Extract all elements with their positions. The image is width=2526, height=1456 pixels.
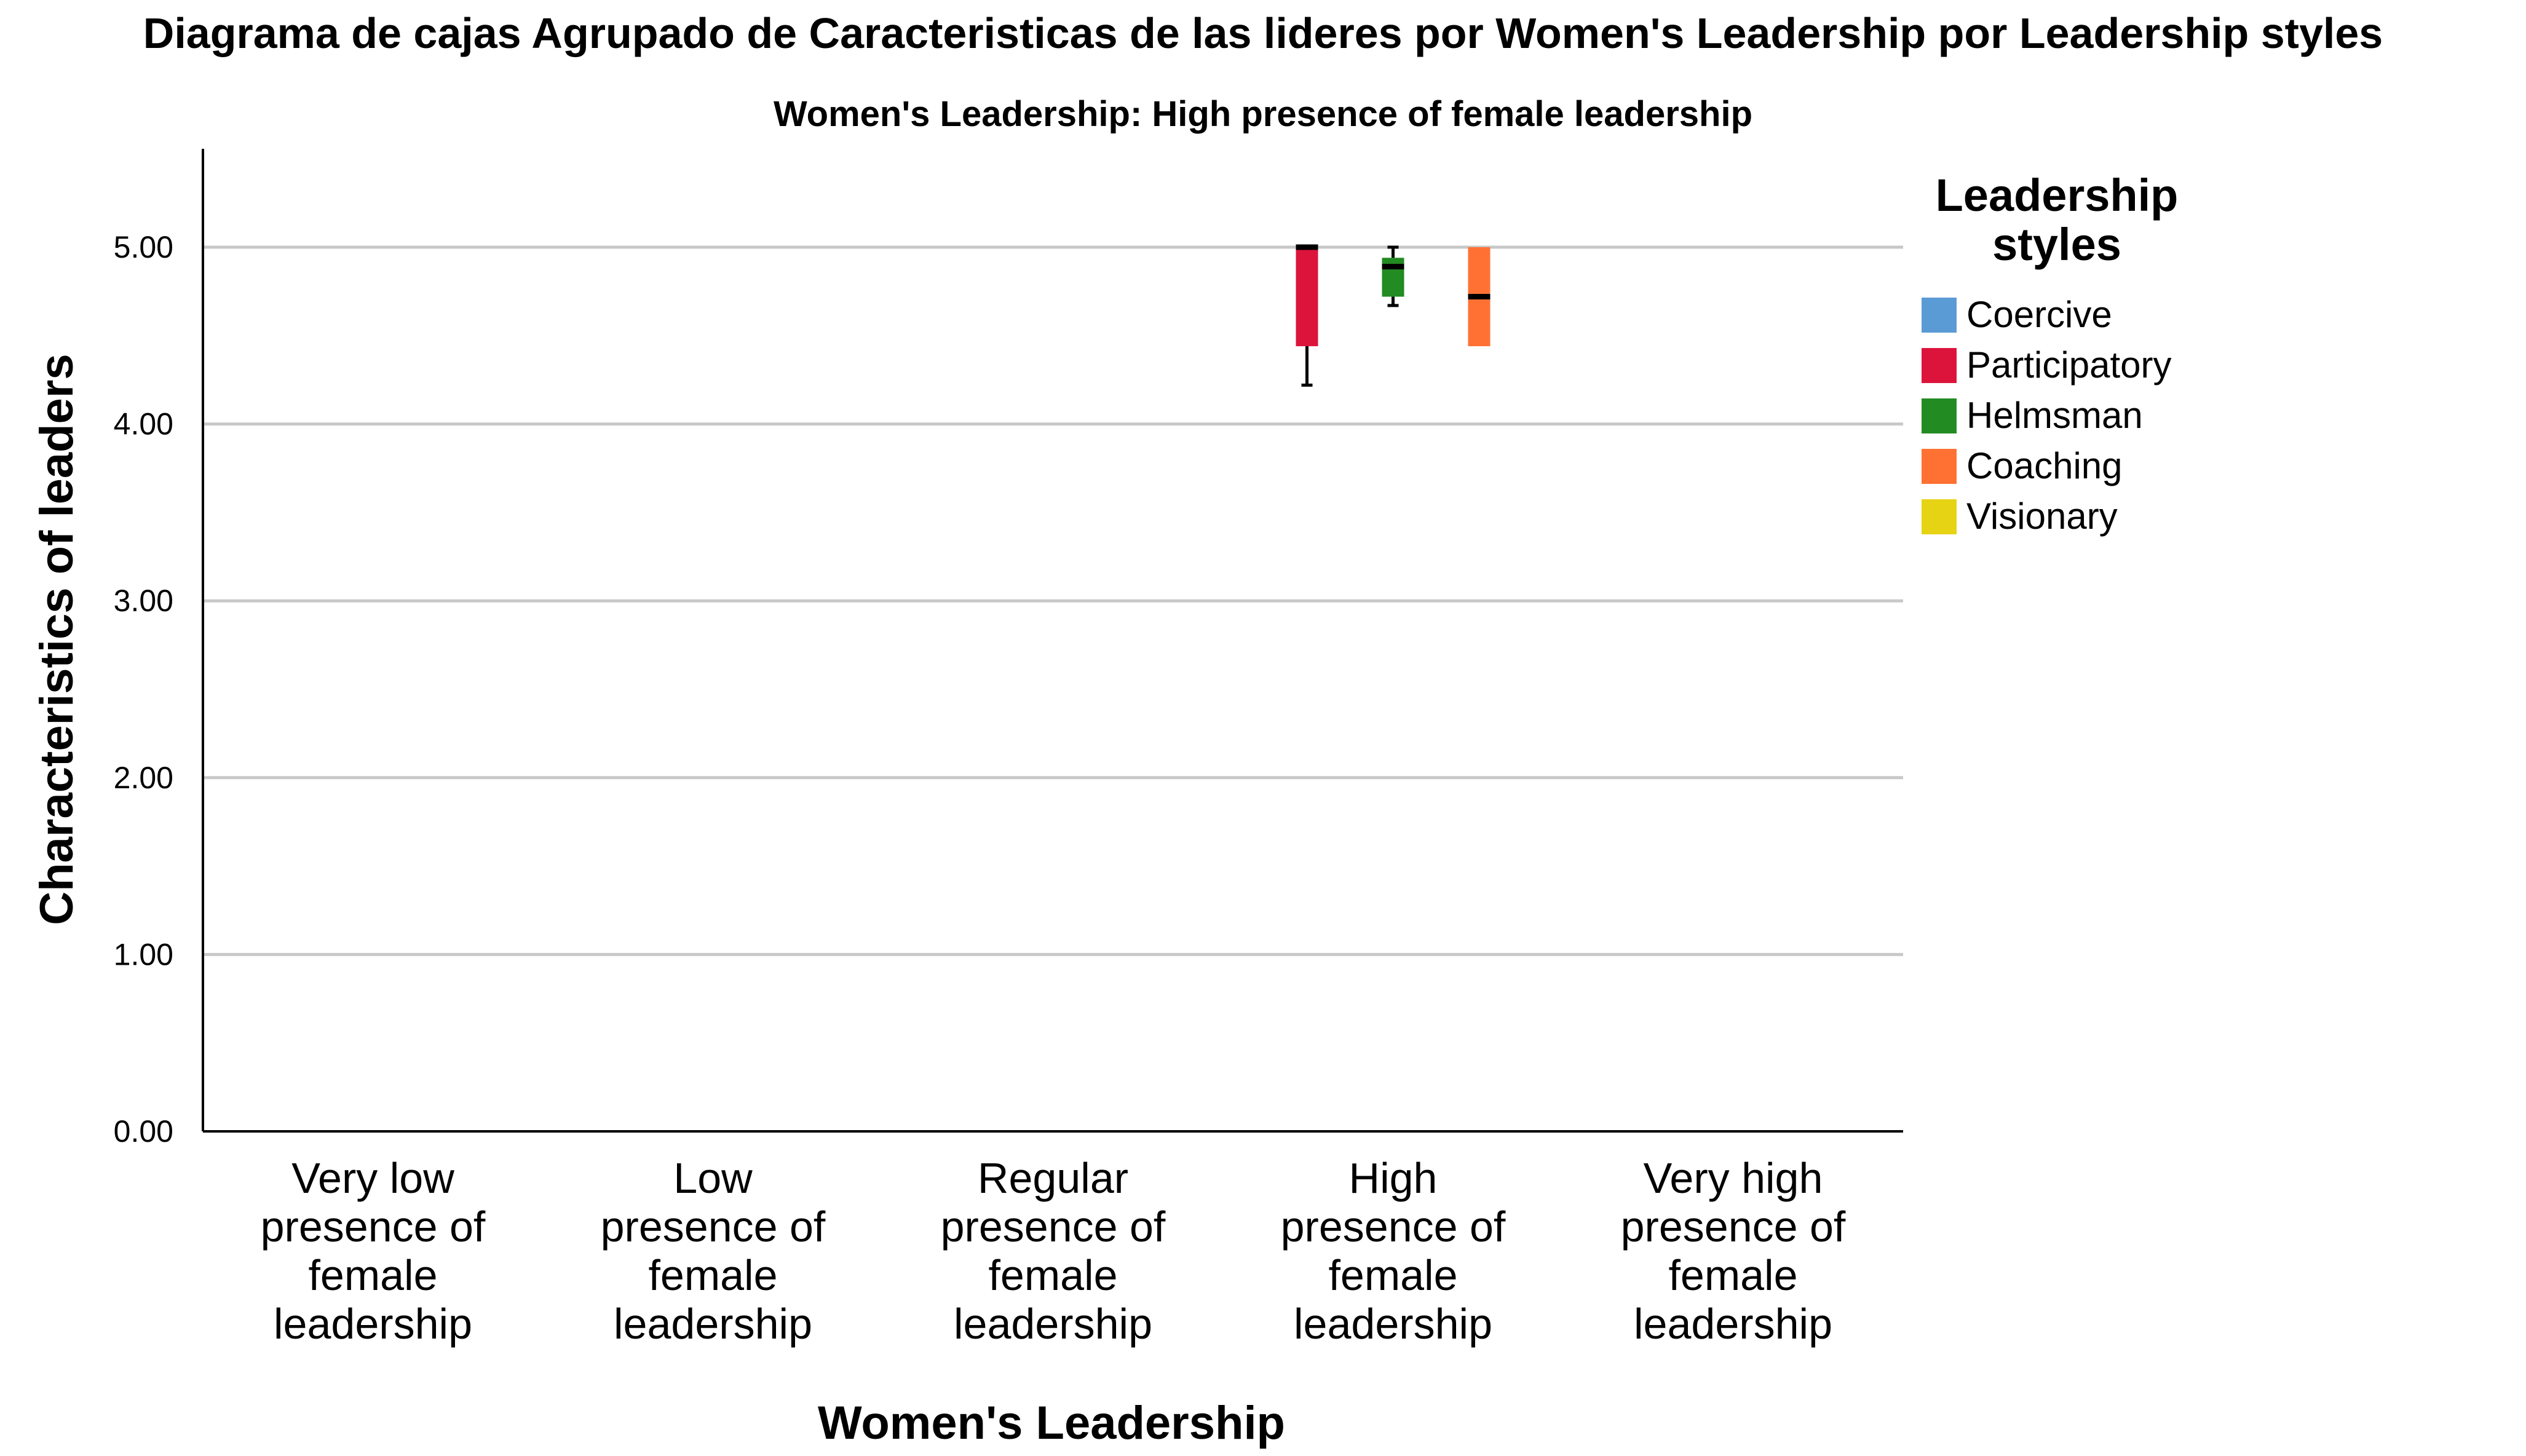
x-category-label: High presence of female leadership — [1281, 1154, 1506, 1348]
x-category-label: Very low presence of female leadership — [261, 1154, 486, 1348]
y-tick-label: 4.00 — [114, 407, 173, 441]
x-category-label-line: presence of — [1281, 1203, 1506, 1251]
legend-title-line: Leadership — [1936, 170, 2179, 221]
box-helmsman — [1382, 245, 1404, 307]
y-tick-labels: 0.00 1.00 2.00 3.00 4.00 5.00 — [114, 230, 173, 1149]
x-category-label-line: female — [648, 1251, 777, 1299]
x-category-label-line: female — [1668, 1251, 1797, 1299]
legend-label: Coercive — [1966, 294, 2112, 335]
legend-label: Helmsman — [1966, 395, 2143, 436]
x-category-label-line: High — [1349, 1154, 1438, 1202]
legend-item-helmsman: Helmsman — [1922, 395, 2143, 436]
box-participatory — [1296, 244, 1318, 387]
x-category-label-line: presence of — [261, 1203, 486, 1251]
x-axis-title: Women's Leadership — [818, 1397, 1285, 1449]
legend-label: Participatory — [1966, 344, 2171, 386]
legend-label: Coaching — [1966, 445, 2123, 486]
x-category-label-line: female — [988, 1251, 1117, 1299]
x-category-label-line: female — [1328, 1251, 1457, 1299]
x-category-label-line: leadership — [1294, 1300, 1492, 1348]
legend-label: Visionary — [1966, 496, 2118, 537]
x-category-label-line: female — [308, 1251, 437, 1299]
legend-title: Leadership styles — [1936, 170, 2179, 270]
y-tick-label: 1.00 — [114, 937, 173, 971]
legend-title-line: styles — [1992, 219, 2121, 270]
y-axis-title: Characteristics of leaders — [31, 354, 83, 925]
legend-swatch — [1922, 398, 1957, 433]
legend-item-coercive: Coercive — [1922, 294, 2112, 335]
box-body — [1296, 247, 1318, 347]
legend-item-coaching: Coaching — [1922, 445, 2123, 486]
y-tick-label: 5.00 — [114, 230, 173, 264]
x-category-label-line: presence of — [941, 1203, 1166, 1251]
axes — [202, 149, 1903, 1133]
y-tick-label: 3.00 — [114, 584, 173, 618]
x-category-label-line: Very low — [291, 1154, 454, 1202]
legend-item-visionary: Visionary — [1922, 496, 2118, 537]
x-category-label: Low presence of female leadership — [601, 1154, 826, 1348]
legend: Leadership styles Coercive Participatory Hel… — [1922, 170, 2178, 537]
legend-item-participatory: Participatory — [1922, 344, 2171, 386]
x-category-label: Regular presence of female leadership — [941, 1154, 1166, 1348]
legend-swatch — [1922, 449, 1957, 484]
y-tick-label: 2.00 — [114, 761, 173, 795]
gridlines — [203, 245, 1903, 956]
legend-swatch — [1922, 348, 1957, 383]
chart-subtitle: Women's Leadership: High presence of fem… — [774, 94, 1752, 134]
x-category-label-line: presence of — [1621, 1203, 1846, 1251]
chart-title: Diagrama de cajas Agrupado de Caracteris… — [143, 9, 2383, 57]
x-category-label-line: Low — [673, 1154, 753, 1202]
x-category-label-line: leadership — [274, 1300, 472, 1348]
boxes — [1296, 244, 1491, 387]
box-coaching — [1468, 247, 1491, 347]
x-category-label-line: leadership — [1634, 1300, 1832, 1348]
legend-swatch — [1922, 298, 1957, 333]
box-body — [1382, 258, 1404, 297]
x-category-label-line: presence of — [601, 1203, 826, 1251]
x-category-label-line: leadership — [954, 1300, 1152, 1348]
x-category-label: Very high presence of female leadership — [1621, 1154, 1846, 1348]
x-category-label-line: Regular — [978, 1154, 1128, 1202]
x-category-label-line: Very high — [1644, 1154, 1823, 1202]
y-tick-label: 0.00 — [114, 1114, 173, 1149]
legend-swatch — [1922, 499, 1957, 534]
x-category-label-line: leadership — [614, 1300, 812, 1348]
